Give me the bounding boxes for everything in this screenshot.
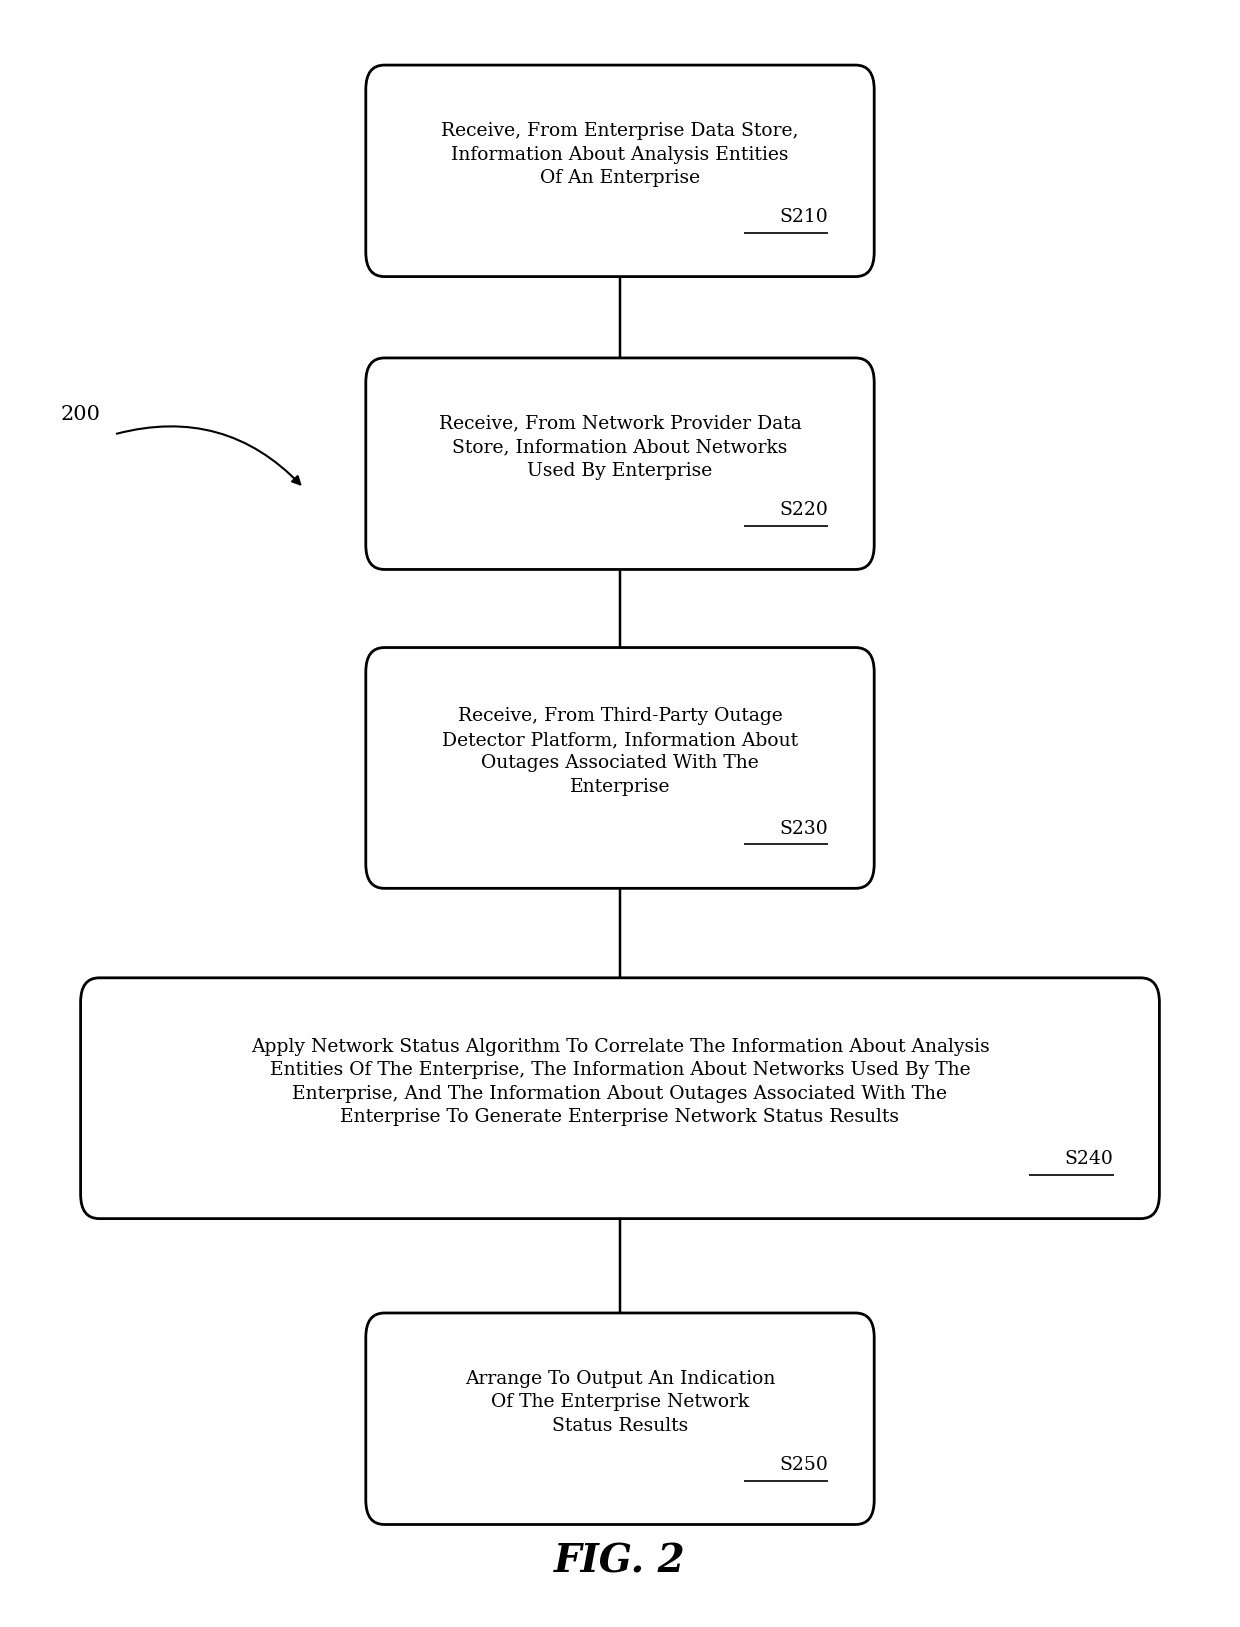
Text: FIG. 2: FIG. 2 (554, 1542, 686, 1581)
Text: 200: 200 (61, 405, 100, 425)
Text: S240: S240 (1065, 1150, 1114, 1168)
FancyBboxPatch shape (366, 1313, 874, 1524)
FancyBboxPatch shape (366, 648, 874, 888)
FancyBboxPatch shape (366, 358, 874, 569)
FancyBboxPatch shape (81, 978, 1159, 1219)
FancyBboxPatch shape (366, 65, 874, 277)
Text: Apply Network Status Algorithm To Correlate The Information About Analysis
Entit: Apply Network Status Algorithm To Correl… (250, 1038, 990, 1126)
Text: S220: S220 (780, 501, 828, 519)
Text: Receive, From Network Provider Data
Store, Information About Networks
Used By En: Receive, From Network Provider Data Stor… (439, 415, 801, 480)
Text: Receive, From Third-Party Outage
Detector Platform, Information About
Outages As: Receive, From Third-Party Outage Detecto… (441, 708, 799, 796)
Text: S230: S230 (780, 820, 828, 838)
Text: S210: S210 (780, 208, 828, 226)
Text: Arrange To Output An Indication
Of The Enterprise Network
Status Results: Arrange To Output An Indication Of The E… (465, 1370, 775, 1435)
Text: Receive, From Enterprise Data Store,
Information About Analysis Entities
Of An E: Receive, From Enterprise Data Store, Inf… (441, 122, 799, 187)
Text: S250: S250 (780, 1456, 828, 1474)
